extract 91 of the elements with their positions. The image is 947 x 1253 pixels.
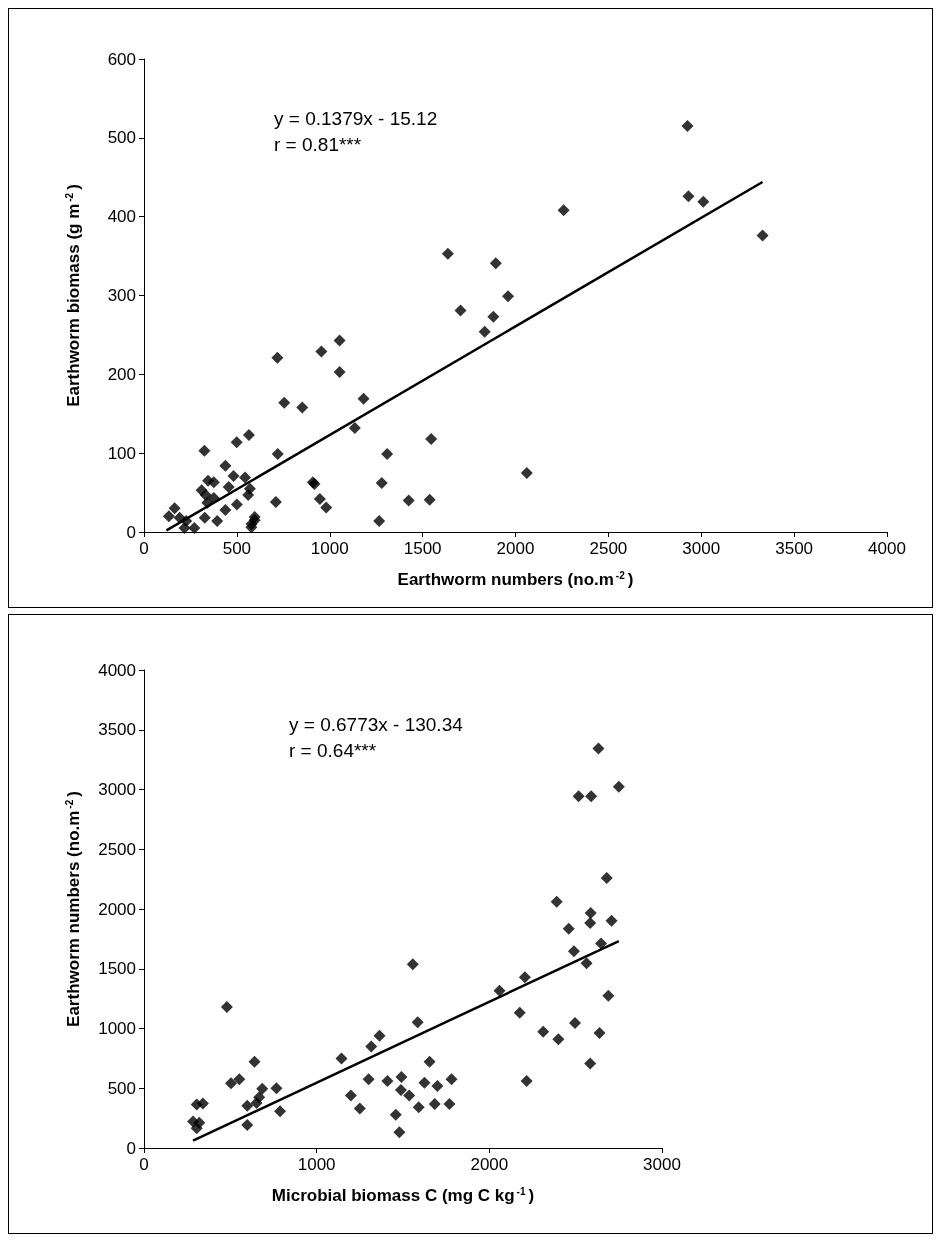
point — [250, 1096, 263, 1109]
point — [600, 872, 613, 885]
y-tick-label: 2500 — [98, 839, 136, 859]
point — [550, 895, 563, 908]
point — [431, 1079, 444, 1092]
y-tick-label: 0 — [126, 522, 136, 542]
point — [248, 1055, 261, 1068]
y-tick-label: 2000 — [98, 899, 136, 919]
point — [602, 989, 615, 1002]
y-tick-label: 4000 — [98, 660, 136, 680]
y-tick-label: 200 — [107, 364, 136, 384]
point — [190, 1122, 203, 1135]
point — [270, 1082, 283, 1095]
y-tick-label: 600 — [107, 49, 136, 69]
point — [584, 917, 597, 930]
point — [406, 958, 419, 971]
y-tick-label: 400 — [107, 207, 136, 227]
point — [220, 1001, 233, 1014]
point — [393, 1126, 406, 1139]
point — [274, 1105, 287, 1118]
y-tick-label: 3500 — [98, 720, 136, 740]
point — [568, 1016, 581, 1029]
x-tick-label: 1000 — [297, 1155, 336, 1174]
annotation: y = 0.1379x - 15.12 — [274, 108, 438, 129]
y-tick-label: 1500 — [98, 959, 136, 979]
point — [373, 1029, 386, 1042]
point — [365, 1040, 378, 1053]
x-tick-label: 4000 — [868, 539, 906, 558]
point — [567, 945, 580, 958]
point — [381, 1074, 394, 1087]
y-tick-label: 500 — [107, 1078, 136, 1098]
point — [537, 1025, 550, 1038]
point — [593, 1027, 606, 1040]
annotation: r = 0.81*** — [274, 134, 362, 155]
point — [443, 1098, 456, 1111]
x-tick-label: 0 — [139, 1155, 149, 1174]
point — [196, 1097, 209, 1110]
point — [562, 922, 575, 935]
point — [585, 790, 598, 803]
point — [344, 1089, 357, 1102]
x-tick-label: 1000 — [310, 539, 349, 558]
point — [335, 1052, 348, 1065]
x-tick-label: 2000 — [470, 1155, 509, 1174]
point — [580, 957, 593, 970]
point — [389, 1108, 402, 1121]
point — [595, 937, 608, 950]
y-tick-label: 0 — [126, 1138, 136, 1158]
x-tick-label: 0 — [139, 539, 149, 558]
point — [518, 971, 531, 984]
point — [423, 1055, 436, 1068]
point — [403, 1089, 416, 1102]
y-tick-label: 100 — [107, 443, 136, 463]
point — [225, 1077, 238, 1090]
point — [412, 1101, 425, 1114]
point — [395, 1071, 408, 1084]
point — [513, 1006, 526, 1019]
point — [605, 914, 618, 927]
point — [362, 1073, 375, 1086]
y-axis-title: Earthworm biomass (g m-2) — [63, 184, 83, 407]
point — [428, 1098, 441, 1111]
x-tick-label: 3500 — [775, 539, 814, 558]
point — [353, 1102, 366, 1115]
y-tick-label: 500 — [107, 128, 136, 148]
point — [584, 906, 597, 919]
x-tick-label: 500 — [222, 539, 252, 558]
point — [233, 1073, 246, 1086]
x-tick-label: 3000 — [643, 1155, 681, 1174]
y-tick-label: 3000 — [98, 780, 136, 799]
y-axis-title: Earthworm numbers (no.m-2) — [63, 791, 83, 1027]
x-tick-label: 3000 — [682, 539, 721, 558]
y-tick-label: 1000 — [98, 1019, 136, 1038]
point — [241, 1099, 254, 1112]
point — [241, 1118, 254, 1131]
y-tick-label: 300 — [107, 286, 136, 305]
point — [584, 1057, 597, 1070]
point — [256, 1082, 269, 1095]
point — [394, 1083, 407, 1096]
point — [612, 780, 625, 793]
point — [592, 742, 605, 755]
point — [552, 1033, 565, 1046]
point — [411, 1016, 424, 1029]
annotation: y = 0.6773x - 130.34 — [289, 714, 464, 735]
point — [572, 790, 585, 803]
point — [520, 1074, 533, 1087]
x-tick-label: 2000 — [496, 539, 535, 558]
point — [493, 984, 506, 997]
point — [445, 1073, 458, 1086]
point — [418, 1076, 431, 1089]
annotation: r = 0.64*** — [289, 740, 377, 761]
x-tick-label: 1500 — [403, 539, 442, 558]
x-tick-label: 2500 — [589, 539, 628, 558]
